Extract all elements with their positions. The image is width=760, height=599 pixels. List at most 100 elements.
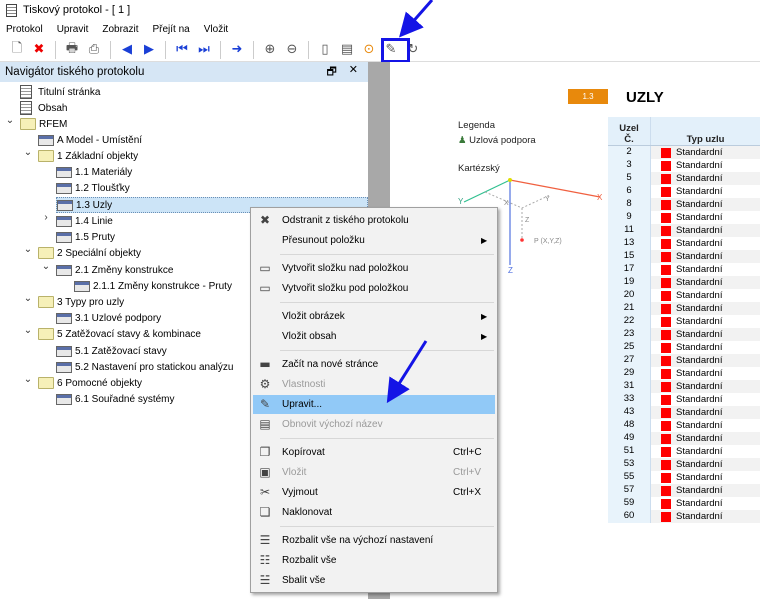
menu-item-p-esunout-polo-ku[interactable]: Přesunout položku ▶ — [253, 231, 495, 250]
print-settings-button[interactable]: ⎙ — [88, 42, 100, 57]
node-number: 8 — [608, 198, 651, 211]
zoom-out-button[interactable]: ⊖ — [286, 42, 298, 57]
zoom-in-button[interactable]: ⊕ — [264, 42, 276, 57]
delete-icon: ✖ — [259, 213, 271, 227]
node-type-cell: Standardní — [651, 276, 760, 289]
tree-item[interactable]: 2 Speciální objekty — [38, 245, 141, 261]
new-page-button[interactable]: 🗋 — [11, 40, 23, 56]
point-label: P (X,Y,Z) — [534, 238, 562, 245]
chevron-down-icon[interactable]: ⌄ — [23, 147, 33, 158]
tree-item[interactable]: 1.1 Materiály — [56, 164, 132, 180]
last-button[interactable]: ⏭ — [198, 42, 210, 57]
go-to-page-button[interactable]: ➜ — [231, 42, 243, 57]
node-number: 22 — [608, 315, 651, 328]
menu-item-za-t-na-nov-str-nce[interactable]: ▬ Začít na nové stránce — [253, 355, 495, 374]
close-icon[interactable]: ✕ — [348, 63, 358, 76]
chevron-down-icon[interactable]: ⌄ — [23, 244, 33, 255]
menu-item-vytvo-it-slo-ku-nad-polo-kou[interactable]: ▭ Vytvořit složku nad položkou — [253, 259, 495, 278]
page-layout-button[interactable]: ▯ — [321, 42, 329, 57]
tree-item[interactable]: 1 Základní objekty — [38, 148, 138, 164]
node-number: 2 — [608, 146, 651, 159]
legend: Legenda ♟ Uzlová podpora Kartézský — [458, 120, 536, 174]
tree-item[interactable]: 5.1 Zatěžovací stavy — [56, 343, 167, 359]
next-button[interactable]: ▶ — [144, 42, 154, 57]
menu-item-upravit[interactable]: ✎ Upravit... — [253, 395, 495, 414]
node-number: 60 — [608, 510, 651, 523]
tree-item[interactable]: Titulní stránka — [20, 84, 100, 100]
tree-item[interactable]: 6.1 Souřadné systémy — [56, 391, 175, 407]
node-number: 19 — [608, 276, 651, 289]
tree-item[interactable]: 1.2 Tloušťky — [56, 180, 130, 196]
menu-prejit-na[interactable]: Přejít na — [152, 23, 190, 35]
table-row: 13 Standardní — [608, 237, 760, 250]
first-button[interactable]: ⏮ — [176, 42, 188, 57]
page-icon — [20, 85, 32, 99]
chevron-down-icon[interactable]: ⌄ — [23, 293, 33, 304]
edit-button[interactable]: ✎ — [385, 42, 397, 57]
node-type-cell: Standardní — [651, 393, 760, 406]
menu-protokol[interactable]: Protokol — [6, 23, 43, 35]
tree-item[interactable]: 1.5 Pruty — [56, 229, 115, 245]
menu-item-vyjmout[interactable]: ✂ Vyjmout Ctrl+X — [253, 483, 495, 502]
tree-item[interactable]: Obsah — [20, 100, 67, 116]
pin-icon[interactable]: 🗗 — [326, 65, 337, 78]
table-button[interactable]: ▤ — [340, 42, 354, 57]
new-page-icon: ▬ — [259, 357, 271, 371]
tree-item[interactable]: 2.1 Změny konstrukce — [56, 262, 173, 278]
color-swatch — [661, 433, 671, 444]
menu-upravit[interactable]: Upravit — [56, 23, 89, 35]
tree-item[interactable]: 2.1.1 Změny konstrukce - Pruty — [74, 278, 232, 294]
menu-item-vlo-it[interactable]: ▣ Vložit Ctrl+V — [253, 463, 495, 482]
node-type: Standardní — [676, 329, 723, 340]
menu-item-vytvo-it-slo-ku-pod-polo-kou[interactable]: ▭ Vytvořit složku pod položkou — [253, 279, 495, 298]
menu-item-vlo-it-obr-zek[interactable]: Vložit obrázek ▶ — [253, 307, 495, 326]
menu-vlozit[interactable]: Vložit — [203, 23, 229, 35]
menu-item-naklonovat[interactable]: ❏ Naklonovat — [253, 503, 495, 522]
tree-item-label: RFEM — [39, 118, 68, 130]
menu-item-label: Vlastnosti — [282, 379, 326, 390]
tree-item[interactable]: A Model - Umístění — [38, 132, 142, 148]
menu-item-odstranit-z-tisk-ho-protokolu[interactable]: ✖ Odstranit z tiského protokolu — [253, 211, 495, 230]
tree-item[interactable]: 1.4 Linie — [56, 213, 113, 229]
refresh-button[interactable]: ↻ — [407, 42, 419, 57]
tree-item[interactable]: 3.1 Uzlové podpory — [56, 310, 161, 326]
menu-item-rozbalit-v-e-na-v-choz-nastaven[interactable]: ☰ Rozbalit vše na výchozí nastavení — [253, 531, 495, 550]
color-swatch — [661, 160, 671, 171]
tree-item[interactable]: 5 Zatěžovací stavy & kombinace — [38, 326, 201, 342]
tree-item[interactable]: RFEM — [20, 116, 67, 132]
menu-item-sbalit-v-e[interactable]: ☱ Sbalit vše — [253, 571, 495, 590]
properties-icon: ⚙ — [259, 377, 271, 391]
table-row: 49 Standardní — [608, 432, 760, 445]
tree-item[interactable]: 6 Pomocné objekty — [38, 375, 142, 391]
node-type-cell: Standardní — [651, 367, 760, 380]
menu-item-obnovit-v-choz-n-zev[interactable]: ▤ Obnovit výchozí název — [253, 415, 495, 434]
insert-graphic-button[interactable]: ⊙ — [363, 42, 375, 57]
title-bar: Tiskový protokol - [ 1 ] — [0, 0, 760, 20]
menu-item-kop-rovat[interactable]: ❐ Kopírovat Ctrl+C — [253, 443, 495, 462]
menu-item-vlo-it-obsah[interactable]: Vložit obsah ▶ — [253, 327, 495, 346]
table-row: 25 Standardní — [608, 341, 760, 354]
toolbar: 🗋 ✖ 🖶 ⎙ ◀ ▶ ⏮ ⏭ ➜ ⊕ ⊖ ▯ ▤ ⊙ ✎ ↻ — [0, 38, 760, 62]
print-button[interactable]: 🖶 — [65, 40, 79, 56]
tree-item[interactable]: 5.2 Nastavení pro statickou analýzu — [56, 359, 233, 375]
delete-button[interactable]: ✖ — [33, 42, 45, 57]
node-type: Standardní — [676, 433, 723, 444]
document-icon — [6, 3, 17, 17]
tree-item-label: 5 Zatěžovací stavy & kombinace — [57, 328, 201, 340]
node-type-cell: Standardní — [651, 341, 760, 354]
menu-item-vlastnosti[interactable]: ⚙ Vlastnosti — [253, 375, 495, 394]
node-type: Standardní — [676, 420, 723, 431]
chevron-down-icon[interactable]: ⌄ — [5, 115, 15, 126]
tree-item-label: A Model - Umístění — [57, 134, 143, 146]
tree-item[interactable]: 3 Typy pro uzly — [38, 294, 124, 310]
chevron-down-icon[interactable]: ⌄ — [41, 261, 51, 272]
previous-button[interactable]: ◀ — [122, 42, 132, 57]
color-swatch — [661, 186, 671, 197]
chevron-right-icon[interactable]: › — [44, 212, 48, 223]
chevron-down-icon[interactable]: ⌄ — [23, 374, 33, 385]
menu-zobrazit[interactable]: Zobrazit — [102, 23, 139, 35]
menu-item-rozbalit-v-e[interactable]: ☷ Rozbalit vše — [253, 551, 495, 570]
chevron-down-icon[interactable]: ⌄ — [23, 325, 33, 336]
node-type: Standardní — [676, 290, 723, 301]
node-type: Standardní — [676, 472, 723, 483]
